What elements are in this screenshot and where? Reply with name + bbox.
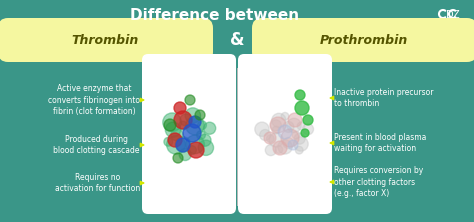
Circle shape xyxy=(264,132,276,144)
Circle shape xyxy=(270,117,286,133)
Circle shape xyxy=(197,131,205,139)
Circle shape xyxy=(198,121,206,130)
Circle shape xyxy=(179,121,187,130)
Circle shape xyxy=(260,129,271,141)
Circle shape xyxy=(269,133,283,147)
Circle shape xyxy=(188,142,204,158)
Circle shape xyxy=(168,133,182,147)
Circle shape xyxy=(288,113,302,127)
Circle shape xyxy=(186,116,204,135)
Circle shape xyxy=(164,119,176,131)
Circle shape xyxy=(281,129,299,147)
Circle shape xyxy=(295,90,305,100)
Circle shape xyxy=(183,124,201,142)
Circle shape xyxy=(278,140,292,154)
Text: Prothrombin: Prothrombin xyxy=(320,34,408,46)
Text: Active enzyme that
converts fibrinogen into
fibrin (clot formation): Active enzyme that converts fibrinogen i… xyxy=(48,84,140,116)
Text: &: & xyxy=(230,31,244,49)
Text: Produced during
blood clotting cascade: Produced during blood clotting cascade xyxy=(54,135,140,155)
Circle shape xyxy=(294,137,308,151)
Circle shape xyxy=(295,146,303,154)
Circle shape xyxy=(265,145,276,156)
Circle shape xyxy=(179,149,191,161)
Circle shape xyxy=(198,140,214,155)
Circle shape xyxy=(266,135,274,143)
Circle shape xyxy=(175,137,191,152)
Circle shape xyxy=(275,146,283,153)
Circle shape xyxy=(301,129,309,137)
Circle shape xyxy=(171,129,183,141)
Text: Requires no
activation for function: Requires no activation for function xyxy=(55,173,140,193)
Circle shape xyxy=(278,125,292,139)
Text: Inactive protein precursor
to thrombin: Inactive protein precursor to thrombin xyxy=(334,88,434,108)
Circle shape xyxy=(283,138,294,149)
Circle shape xyxy=(174,102,186,114)
Circle shape xyxy=(185,95,195,105)
Text: Requires conversion by
other clotting factors
(e.g., factor X): Requires conversion by other clotting fa… xyxy=(334,166,423,198)
Circle shape xyxy=(180,114,192,126)
Circle shape xyxy=(273,141,287,155)
Circle shape xyxy=(174,111,192,129)
FancyBboxPatch shape xyxy=(252,18,474,62)
Circle shape xyxy=(255,122,269,136)
Text: Present in blood plasma
waiting for activation: Present in blood plasma waiting for acti… xyxy=(334,133,427,153)
Circle shape xyxy=(303,115,313,125)
Circle shape xyxy=(165,122,181,137)
Circle shape xyxy=(295,101,309,115)
Text: Difference between: Difference between xyxy=(130,8,300,24)
FancyBboxPatch shape xyxy=(142,54,236,214)
Circle shape xyxy=(283,121,294,132)
Circle shape xyxy=(186,135,204,154)
Circle shape xyxy=(271,120,282,131)
Circle shape xyxy=(164,137,173,146)
Circle shape xyxy=(173,153,183,163)
Circle shape xyxy=(199,134,211,146)
Circle shape xyxy=(188,146,196,155)
Circle shape xyxy=(189,116,201,128)
Circle shape xyxy=(297,122,305,130)
Circle shape xyxy=(294,133,305,144)
Circle shape xyxy=(302,124,313,135)
Circle shape xyxy=(195,110,205,120)
Circle shape xyxy=(167,135,185,154)
FancyBboxPatch shape xyxy=(238,54,332,214)
Circle shape xyxy=(288,140,298,150)
Text: Thrombin: Thrombin xyxy=(72,34,138,46)
Text: Ǳ: Ǳ xyxy=(446,10,460,20)
Circle shape xyxy=(163,113,182,132)
Circle shape xyxy=(204,122,216,134)
Circle shape xyxy=(176,138,190,152)
Circle shape xyxy=(292,131,300,139)
Circle shape xyxy=(272,113,286,128)
Circle shape xyxy=(287,118,301,133)
Circle shape xyxy=(185,108,201,123)
FancyBboxPatch shape xyxy=(0,18,213,62)
Circle shape xyxy=(272,126,280,134)
Circle shape xyxy=(281,113,289,120)
